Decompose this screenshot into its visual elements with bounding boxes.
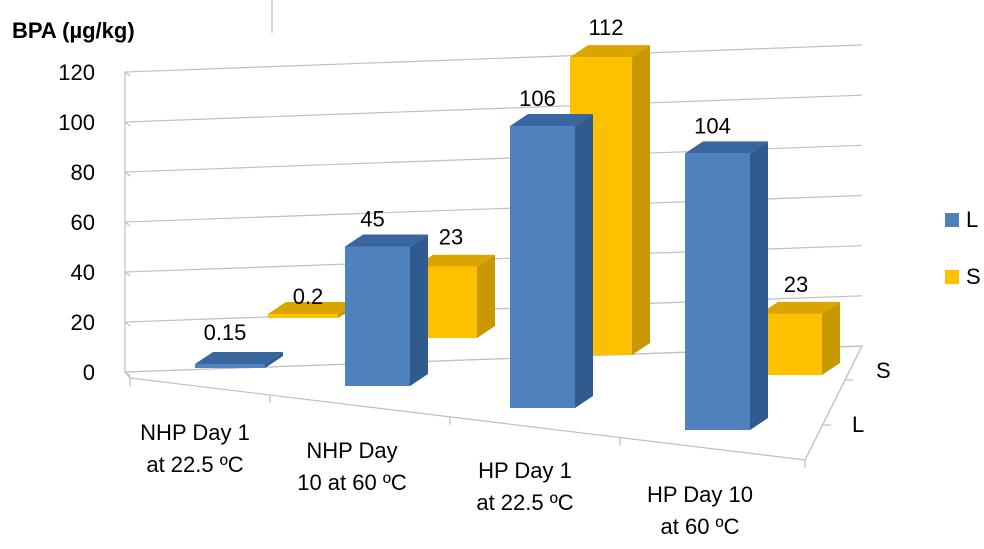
legend-label-L: L xyxy=(966,207,978,232)
grid-line xyxy=(124,94,863,123)
bar-L-side xyxy=(410,234,428,386)
bar-L xyxy=(345,234,428,386)
grid-stub xyxy=(124,121,131,127)
bar-L-top xyxy=(195,352,283,364)
category-label: at 60 ºC xyxy=(661,514,740,539)
data-label-S: 0.2 xyxy=(293,284,324,309)
bar-L-front xyxy=(195,364,265,368)
category-label: NHP Day xyxy=(306,438,397,463)
depth-label-S: S xyxy=(876,358,891,383)
bar-L-front xyxy=(345,246,410,386)
data-label-L: 0.15 xyxy=(204,320,247,345)
grid-stub xyxy=(124,271,131,277)
grid-line xyxy=(124,44,863,73)
bar-S-top xyxy=(570,45,650,58)
bar-L-side xyxy=(575,114,593,408)
bar-S-side xyxy=(477,254,495,338)
legend-swatch-L xyxy=(945,213,959,227)
data-label-S: 23 xyxy=(439,225,463,250)
data-label-L: 106 xyxy=(519,86,556,111)
data-label-L: 104 xyxy=(694,113,731,138)
grid-stub xyxy=(124,321,131,327)
y-tick-label: 120 xyxy=(58,60,95,85)
bar-S xyxy=(760,301,840,375)
y-tick-label: 40 xyxy=(71,260,95,285)
grid-stub xyxy=(124,171,131,177)
bar-L xyxy=(685,141,768,431)
bar-L-top xyxy=(345,234,428,247)
data-label-L: 45 xyxy=(360,207,384,232)
bar-L-top xyxy=(510,114,593,127)
bar-S-side xyxy=(632,45,650,355)
grid-stub xyxy=(124,221,131,227)
category-label: HP Day 10 xyxy=(647,482,753,507)
y-tick-label: 100 xyxy=(58,110,95,135)
category-label: at 22.5 ºC xyxy=(476,490,573,515)
bar-S-front xyxy=(760,313,822,375)
bar-L xyxy=(510,114,593,408)
y-tick-label: 80 xyxy=(71,160,95,185)
bars xyxy=(195,45,840,431)
legend-swatch-S xyxy=(945,270,959,284)
bar-S-top xyxy=(268,302,356,314)
legend-label-S: S xyxy=(966,264,981,289)
y-tick-label: 0 xyxy=(83,360,95,385)
bar-S-top xyxy=(415,254,495,267)
depth-label-L: L xyxy=(852,412,864,437)
category-label: HP Day 1 xyxy=(478,458,572,483)
category-label: NHP Day 1 xyxy=(140,420,250,445)
bar-L xyxy=(195,352,283,368)
grid-stub xyxy=(124,71,131,77)
bar-S-top xyxy=(760,301,840,314)
labels: 0 20 40 60 80 100 120 0.2 23 112 23 0.15 45 106 104 NHP… xyxy=(58,15,980,539)
category-label: at 22.5 ºC xyxy=(146,452,243,477)
bar-L-front xyxy=(510,126,575,408)
bar-S-side xyxy=(822,301,840,375)
category-label: 10 at 60 ºC xyxy=(297,470,407,495)
y-axis-title: BPA (µg/kg) xyxy=(12,18,135,43)
data-label-S: 112 xyxy=(588,15,623,40)
data-label-S: 23 xyxy=(784,272,808,297)
y-tick-label: 20 xyxy=(71,310,95,335)
bar-L-front xyxy=(685,153,750,431)
bar-L-top xyxy=(685,141,768,154)
y-tick-label: 60 xyxy=(71,210,95,235)
bar-L-side xyxy=(265,352,283,368)
depth-axis xyxy=(804,345,863,461)
bar-S-front xyxy=(268,314,338,318)
bar-L-side xyxy=(750,141,768,431)
